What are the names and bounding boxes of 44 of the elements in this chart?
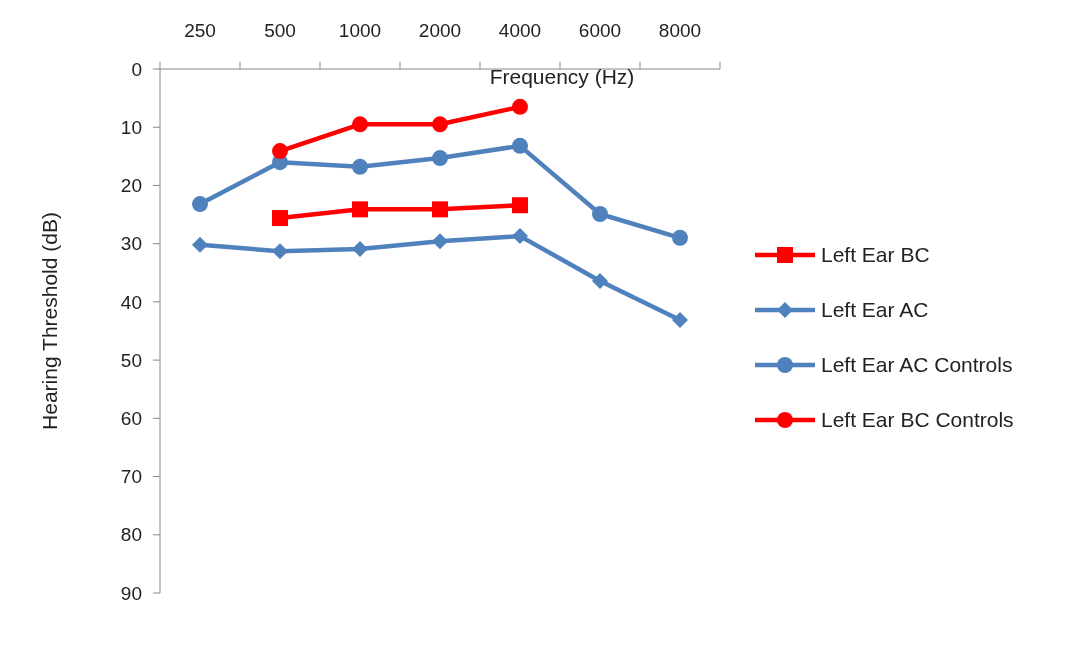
x-tick-label: 250 [184,20,216,41]
point [432,150,448,167]
point [272,143,288,160]
point [432,201,448,218]
point [352,201,368,218]
point [512,137,528,154]
x-tick-label: 2000 [418,20,462,41]
x-axis-title: Frequency (Hz) [489,65,635,88]
x-tick-label: 500 [264,20,296,41]
point [512,197,528,214]
point [272,210,288,227]
point [592,205,608,222]
y-tick-label: 50 [120,349,142,371]
y-axis-title: Hearing Threshold (dB) [38,212,61,430]
y-tick-label: 40 [120,291,142,313]
point [352,158,368,175]
point [512,98,528,115]
point [592,272,608,289]
legend-label: Left Ear BC Controls [821,408,1014,432]
point [672,229,688,246]
y-tick-label: 60 [120,407,142,429]
point [512,228,528,245]
legend-label: Left Ear AC Controls [821,353,1013,377]
y-tick-label: 20 [120,175,142,197]
point [192,236,208,253]
y-tick-label: 30 [120,233,142,255]
y-tick-label: 80 [120,524,142,546]
x-tick-label: 6000 [578,20,622,41]
x-tick-label: 1000 [338,20,382,41]
point [672,311,688,328]
y-tick-label: 70 [120,466,142,488]
point [432,116,448,133]
point [192,196,208,213]
y-tick-label: 90 [120,582,142,604]
legend-label: Left Ear AC [821,298,929,322]
point [352,240,368,257]
point [432,233,448,250]
x-tick-label: 8000 [658,20,702,41]
x-tick-label: 4000 [498,20,542,41]
point [352,116,368,133]
y-tick-label: 0 [131,58,142,80]
point [272,243,288,260]
y-tick-label: 10 [120,116,142,138]
legend-label: Left Ear BC [821,243,930,267]
